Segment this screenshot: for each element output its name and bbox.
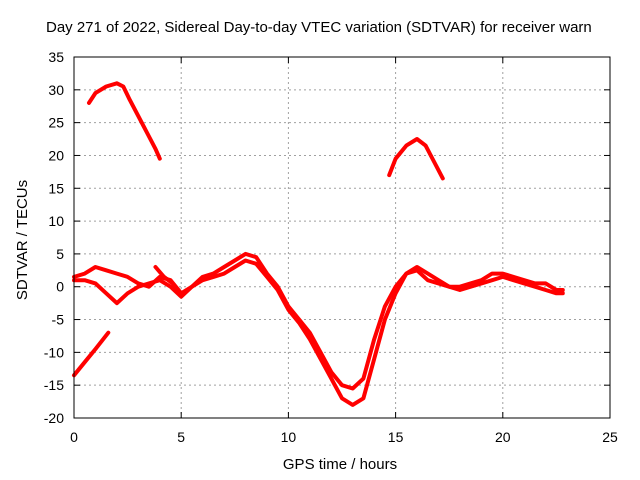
- x-tick-label: 25: [602, 429, 618, 445]
- series-line-diagonal-early: [72, 330, 111, 378]
- ticks: -20 -15 -10 -5 0 5 10 15 20 25 30 35 0 5 10 15 20 25: [44, 49, 618, 445]
- chart-title: Day 271 of 2022, Sidereal Day-to-day VTE…: [46, 19, 592, 36]
- series-line-main-c: [153, 265, 184, 296]
- y-tick-label: -15: [44, 377, 64, 393]
- x-tick-label: 15: [388, 429, 404, 445]
- plot-frame: [73, 56, 611, 419]
- y-tick-label: 30: [48, 82, 64, 98]
- y-tick-label: 5: [56, 246, 64, 262]
- y-tick-label: 0: [56, 279, 64, 295]
- series-line-main-a: [72, 251, 565, 391]
- y-axis-label: SDTVAR / TECUs: [14, 179, 31, 301]
- x-axis-label: GPS time / hours: [282, 456, 398, 473]
- y-tick-label: -20: [44, 410, 64, 426]
- x-tick-label: 10: [281, 429, 297, 445]
- x-tick-label: 0: [70, 429, 78, 445]
- y-tick-label: -10: [44, 344, 64, 360]
- y-tick-label: 35: [48, 49, 64, 65]
- series-line-main-b: [72, 258, 565, 407]
- y-tick-label: 10: [48, 213, 64, 229]
- y-tick-label: -5: [52, 312, 65, 328]
- series-layer: [72, 81, 565, 407]
- grid: [73, 56, 611, 419]
- x-tick-label: 5: [177, 429, 185, 445]
- y-tick-label: 25: [48, 115, 64, 131]
- series-line-upper-early: [87, 81, 162, 161]
- series-line-upper-late: [387, 137, 445, 181]
- y-tick-label: 20: [48, 147, 64, 163]
- x-tick-label: 20: [495, 429, 511, 445]
- y-tick-label: 15: [48, 180, 64, 196]
